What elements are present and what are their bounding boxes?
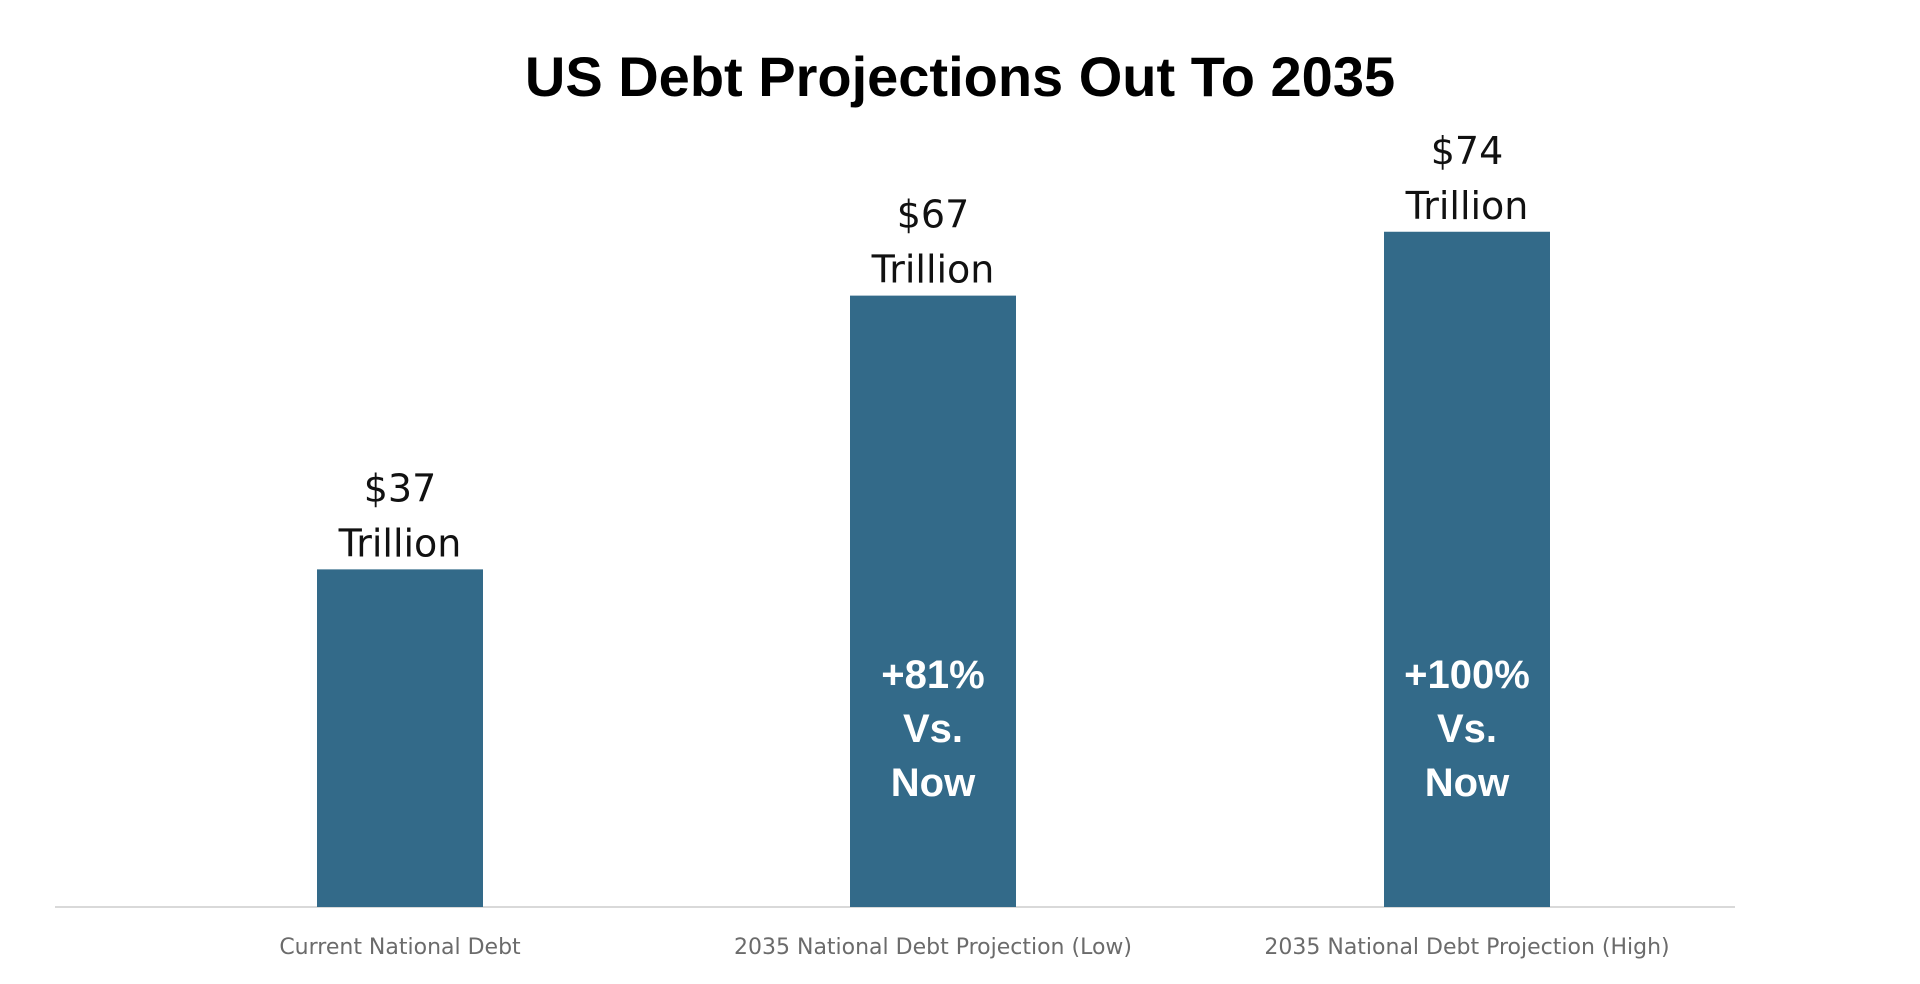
- bar-2: [850, 295, 1016, 907]
- bar-3-annotation-line-3: Now: [1425, 761, 1510, 805]
- bar-3-annotation-line-2: Vs.: [1437, 707, 1497, 751]
- bars-group: [317, 231, 1550, 907]
- category-label-3: 2035 National Debt Projection (High): [1264, 935, 1669, 960]
- bar-3: [1384, 231, 1550, 907]
- bar-2-annotation-line-3: Now: [891, 761, 976, 805]
- category-label-2: 2035 National Debt Projection (Low): [734, 935, 1132, 960]
- bar-3-annotation-line-1: +100%: [1404, 653, 1530, 697]
- category-label-1: Current National Debt: [279, 935, 521, 960]
- bar-2-value-label-line-1: $67: [897, 193, 970, 237]
- bar-2-annotation-line-1: +81%: [881, 653, 984, 697]
- bar-1-value-label-line-2: Trillion: [338, 521, 462, 565]
- bar-3-value-label-line-1: $74: [1431, 129, 1504, 173]
- bar-1: [317, 569, 483, 907]
- labels-group: $37 Trillion Current National Debt $67 Trill…: [279, 129, 1669, 960]
- bar-2-annotation-line-2: Vs.: [903, 707, 963, 751]
- bar-3-value-label-line-2: Trillion: [1405, 184, 1529, 228]
- bar-2-value-label-line-2: Trillion: [871, 248, 995, 292]
- chart-title: US Debt Projections Out To 2035: [524, 45, 1396, 108]
- bar-1-value-label-line-1: $37: [364, 466, 437, 510]
